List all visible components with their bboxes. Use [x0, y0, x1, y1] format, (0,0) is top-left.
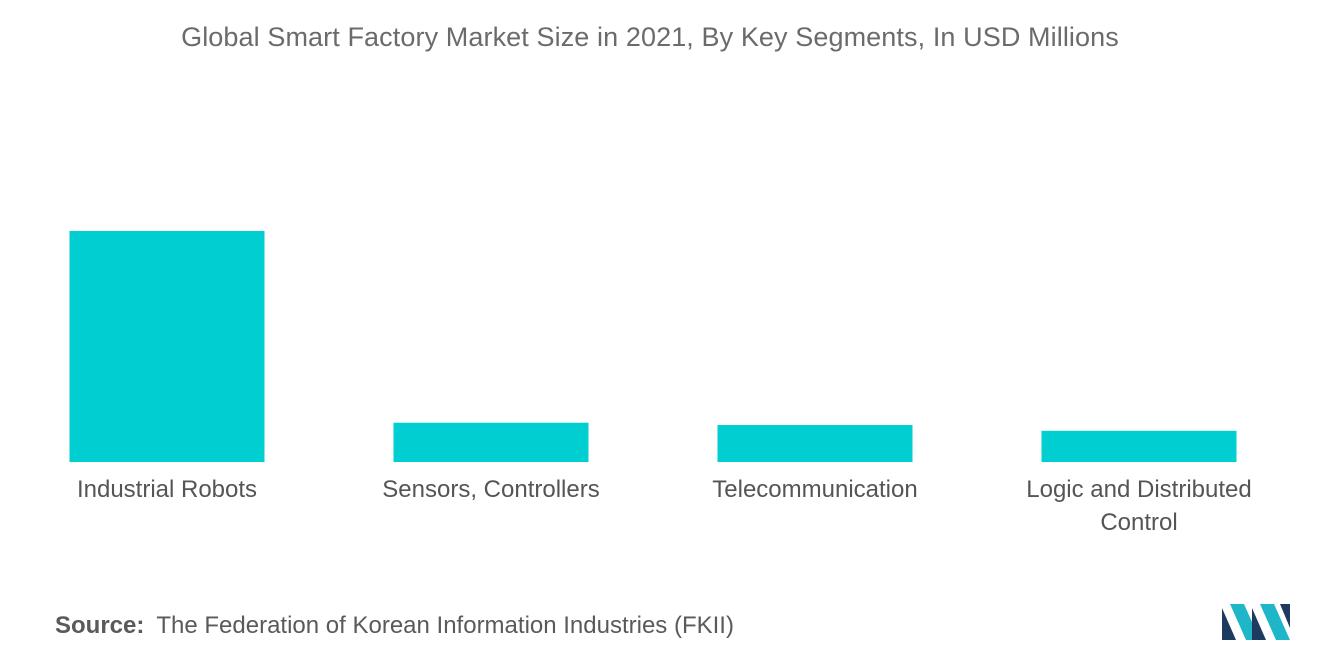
- source-label: Source:: [55, 612, 145, 639]
- bar-1: [393, 422, 589, 462]
- mordor-intelligence-logo-icon: [1222, 604, 1290, 640]
- chart-title: Global Smart Factory Market Size in 2021…: [181, 22, 1119, 52]
- category-label-line: Industrial Robots: [77, 476, 257, 503]
- bars-group: [69, 231, 1237, 462]
- bar-3: [1041, 430, 1237, 462]
- category-label-line: Sensors, Controllers: [382, 476, 599, 503]
- category-label-line: Telecommunication: [712, 476, 917, 503]
- category-label-0: Industrial Robots: [77, 476, 257, 503]
- category-label-3: Logic and Distributed Control: [1026, 476, 1251, 536]
- category-label-1: Sensors, Controllers: [382, 476, 599, 503]
- source-note: Source: The Federation of Korean Informat…: [55, 612, 734, 640]
- bar-0: [69, 231, 265, 462]
- bar-2: [717, 425, 913, 462]
- category-label-line: Logic and Distributed: [1026, 476, 1251, 503]
- category-label-line: Control: [1100, 509, 1177, 536]
- category-labels-group: Industrial Robots Sensors, Controllers Tel…: [77, 476, 1252, 536]
- category-label-2: Telecommunication: [712, 476, 917, 503]
- source-text: The Federation of Korean Information Ind…: [156, 612, 734, 639]
